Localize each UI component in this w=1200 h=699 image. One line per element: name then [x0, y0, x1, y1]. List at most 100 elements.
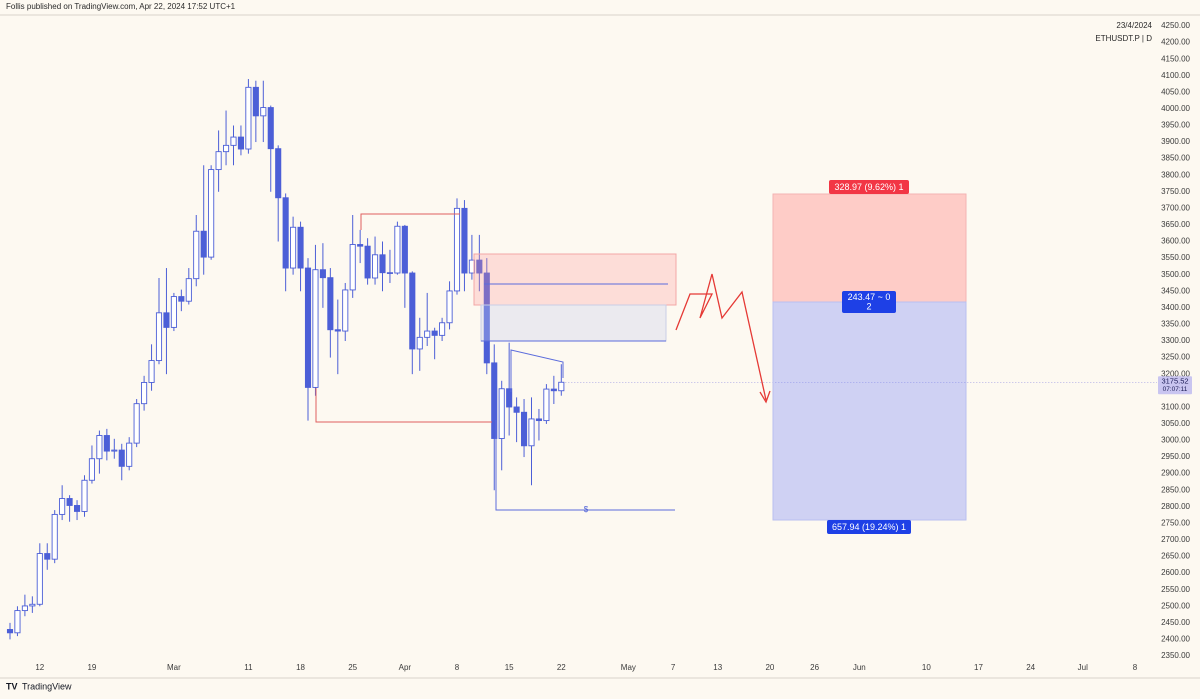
candle-body — [14, 610, 21, 634]
projection-arrowhead — [759, 390, 771, 404]
y-tick-label: 3600.00 — [1161, 237, 1190, 246]
candle-body — [319, 269, 326, 279]
x-tick-label: 15 — [505, 663, 514, 672]
candle-body — [170, 296, 177, 328]
last-price-box — [1158, 376, 1192, 395]
y-tick-label: 3000.00 — [1161, 436, 1190, 445]
candle-body — [103, 435, 110, 452]
candle-body — [88, 458, 95, 481]
y-tick-label: 2700.00 — [1161, 535, 1190, 544]
y-tick-label: 3850.00 — [1161, 154, 1190, 163]
candle-body — [111, 449, 118, 452]
x-tick-label: 10 — [922, 663, 931, 672]
y-tick-label: 3050.00 — [1161, 419, 1190, 428]
y-tick-label: 2850.00 — [1161, 485, 1190, 494]
candle-body — [498, 388, 505, 439]
range-bottom-line — [315, 388, 492, 423]
target-label-box — [827, 520, 911, 534]
candle-body — [118, 449, 125, 467]
candle-body — [275, 148, 282, 199]
y-tick-label: 2650.00 — [1161, 552, 1190, 561]
y-tick-label: 3300.00 — [1161, 336, 1190, 345]
y-tick-label: 2350.00 — [1161, 651, 1190, 660]
candle-body — [222, 144, 230, 153]
x-tick-label: 8 — [1133, 663, 1138, 672]
candle-body — [81, 479, 88, 512]
candle-body — [558, 381, 565, 392]
candle-body — [334, 329, 341, 332]
brand-name: TradingView — [22, 681, 72, 691]
candle-body — [51, 513, 58, 560]
x-tick-label: 22 — [557, 663, 566, 672]
candle-body — [96, 435, 103, 460]
y-tick-label: 4000.00 — [1161, 104, 1190, 113]
x-tick-label: 12 — [35, 663, 44, 672]
y-tick-label: 3650.00 — [1161, 220, 1190, 229]
candle-body — [133, 403, 140, 444]
target-label: 657.94 (19.24%) 1 — [832, 522, 906, 532]
y-tick-label: 3250.00 — [1161, 353, 1190, 362]
candle-body — [476, 259, 483, 274]
x-tick-label: Jul — [1078, 663, 1088, 672]
stop-label-box — [829, 180, 909, 194]
x-tick-label: 7 — [671, 663, 676, 672]
candle-body — [386, 272, 394, 274]
y-tick-label: 3100.00 — [1161, 402, 1190, 411]
candle-body — [193, 230, 200, 280]
x-tick-label: 19 — [87, 663, 96, 672]
candle-body — [208, 169, 215, 258]
publisher: Follis published on TradingView.com, Apr… — [6, 2, 236, 11]
candle-body — [163, 312, 170, 328]
candle-body — [550, 388, 557, 392]
candle-body — [409, 272, 416, 350]
candle-body — [357, 244, 364, 247]
y-tick-label: 3500.00 — [1161, 270, 1190, 279]
liquidity-mark: $ — [584, 505, 589, 514]
y-tick-label: 4250.00 — [1161, 21, 1190, 30]
y-tick-label: 3750.00 — [1161, 187, 1190, 196]
candle-body — [416, 336, 423, 350]
candle-body — [282, 197, 289, 269]
candle-body — [126, 442, 133, 467]
candle-body — [148, 360, 155, 383]
candle-body — [44, 553, 51, 560]
x-tick-label: 11 — [244, 663, 253, 672]
y-tick-label: 2400.00 — [1161, 635, 1190, 644]
candle-body — [230, 136, 237, 146]
candle-body — [528, 418, 535, 447]
entry-label: 243.47 ~ 0 — [848, 292, 891, 302]
brand-logo: TV — [6, 681, 18, 691]
x-tick-label: Apr — [399, 663, 412, 672]
y-tick-label: 4150.00 — [1161, 54, 1190, 63]
supply-zone — [473, 253, 677, 306]
x-tick-label: 8 — [455, 663, 460, 672]
candle-body — [29, 603, 36, 607]
y-tick-label: 2600.00 — [1161, 568, 1190, 577]
x-tick-label: 17 — [974, 663, 983, 672]
stop-zone — [772, 193, 967, 303]
candle-body — [6, 629, 14, 634]
y-tick-label: 2450.00 — [1161, 618, 1190, 627]
candle-body — [267, 107, 274, 150]
liquidity-line — [495, 420, 675, 511]
candle-body — [290, 226, 297, 269]
projection-path — [675, 273, 767, 401]
y-tick-label: 3200.00 — [1161, 369, 1190, 378]
x-tick-label: 26 — [810, 663, 819, 672]
candle-body — [141, 381, 148, 405]
candle-body — [461, 207, 468, 274]
candle-body — [446, 290, 453, 324]
candle-body — [215, 151, 222, 171]
x-tick-label: 20 — [765, 663, 774, 672]
candle-body — [513, 406, 520, 413]
x-tick-label: 18 — [296, 663, 305, 672]
candle-body — [424, 330, 431, 338]
entry-qty: 2 — [866, 301, 871, 311]
y-tick-label: 3700.00 — [1161, 203, 1190, 212]
y-tick-label: 3400.00 — [1161, 303, 1190, 312]
candle-body — [185, 278, 192, 302]
y-tick-label: 3450.00 — [1161, 286, 1190, 295]
candle-body — [342, 289, 349, 332]
